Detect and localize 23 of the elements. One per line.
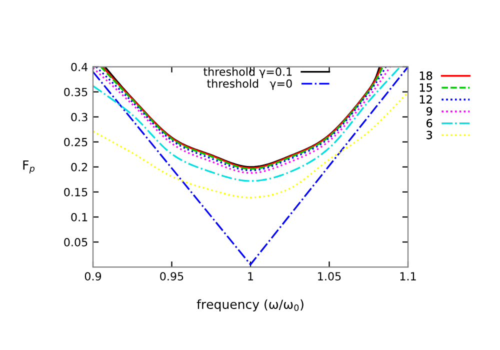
x-axis-title: frequency (ω/ω$_{0}$) — [196, 299, 304, 312]
y-tick-label: 0.25 — [64, 138, 88, 146]
y-axis-title: F$_{p}$ — [23, 160, 35, 174]
y-tick-label: 0.05 — [64, 238, 88, 246]
legend-label: threshold γ=0.1 — [204, 67, 292, 78]
x-tick-label: 1 — [248, 272, 254, 280]
y-tick-label: 0.4 — [71, 62, 88, 72]
x-tick-label: 1.05 — [318, 272, 341, 281]
y-tick-label: 0.1 — [71, 212, 88, 222]
legend-label: 6 — [426, 118, 432, 128]
x-tick-label: 0.9 — [84, 272, 102, 281]
legend-label: 12 — [420, 95, 432, 104]
y-tick-label: 0.15 — [64, 188, 88, 196]
y-tick-label: 0.3 — [71, 112, 88, 122]
y-tick-label: 0.2 — [71, 162, 88, 172]
legend-label: 3 — [426, 130, 432, 140]
legend-label: 9 — [426, 107, 432, 116]
x-tick-label: 1.1 — [400, 272, 416, 280]
legend-label: 15 — [420, 84, 432, 92]
legend-label: threshold γ=0 — [207, 79, 292, 90]
y-tick-label: 0.35 — [64, 88, 88, 96]
legend-label: 18 — [420, 71, 432, 80]
x-tick-label: 0.95 — [160, 272, 184, 281]
